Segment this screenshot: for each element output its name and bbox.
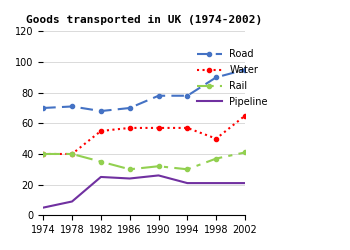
Legend: Road, Water, Rail, Pipeline: Road, Water, Rail, Pipeline — [193, 46, 272, 111]
Title: Goods transported in UK (1974-2002): Goods transported in UK (1974-2002) — [26, 15, 262, 25]
